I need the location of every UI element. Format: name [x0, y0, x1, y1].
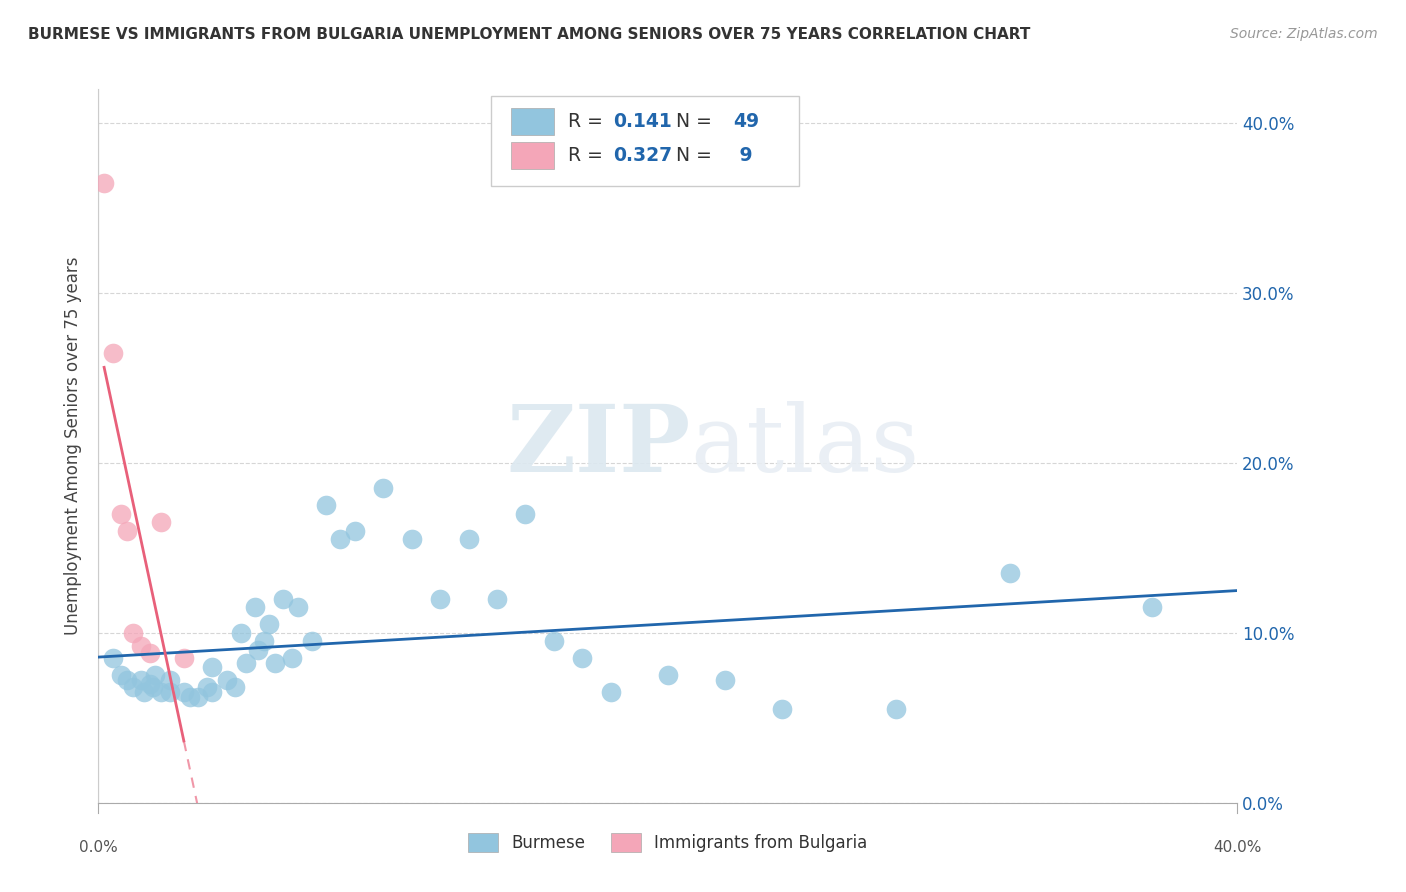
Point	[101, 651, 124, 665]
FancyBboxPatch shape	[491, 96, 799, 186]
Point	[129, 640, 152, 654]
Point	[657, 668, 679, 682]
Point	[150, 516, 173, 530]
Point	[235, 657, 257, 671]
Point	[515, 507, 537, 521]
Point	[343, 524, 366, 538]
Text: atlas: atlas	[690, 401, 920, 491]
Point	[145, 668, 167, 682]
Point	[138, 677, 160, 691]
Point	[429, 591, 451, 606]
Point	[159, 673, 181, 688]
Point	[600, 685, 623, 699]
Point	[138, 646, 160, 660]
Point	[110, 668, 132, 682]
Point	[132, 685, 155, 699]
Point	[115, 673, 138, 688]
Point	[252, 634, 274, 648]
Point	[115, 524, 138, 538]
Text: 0.327: 0.327	[613, 146, 672, 165]
Y-axis label: Unemployment Among Seniors over 75 years: Unemployment Among Seniors over 75 years	[65, 257, 83, 635]
Point	[187, 690, 209, 705]
Point	[110, 507, 132, 521]
Point	[101, 345, 124, 359]
Point	[215, 673, 238, 688]
Legend: Burmese, Immigrants from Bulgaria: Burmese, Immigrants from Bulgaria	[461, 826, 875, 859]
Text: 40.0%: 40.0%	[1213, 840, 1261, 855]
Text: R =: R =	[568, 146, 609, 165]
Point	[571, 651, 593, 665]
Point	[159, 685, 181, 699]
Text: 49: 49	[733, 112, 759, 131]
Point	[315, 499, 337, 513]
Point	[121, 680, 143, 694]
Point	[201, 685, 224, 699]
Point	[770, 702, 793, 716]
Text: BURMESE VS IMMIGRANTS FROM BULGARIA UNEMPLOYMENT AMONG SENIORS OVER 75 YEARS COR: BURMESE VS IMMIGRANTS FROM BULGARIA UNEM…	[28, 27, 1031, 42]
Point	[93, 176, 115, 190]
Point	[373, 482, 395, 496]
Point	[543, 634, 565, 648]
FancyBboxPatch shape	[510, 108, 554, 135]
Point	[281, 651, 304, 665]
Text: R =: R =	[568, 112, 609, 131]
Text: 0.0%: 0.0%	[79, 840, 118, 855]
FancyBboxPatch shape	[510, 142, 554, 169]
Point	[273, 591, 295, 606]
Point	[246, 643, 269, 657]
Point	[243, 600, 266, 615]
Text: 9: 9	[733, 146, 752, 165]
Point	[401, 533, 423, 547]
Point	[201, 660, 224, 674]
Point	[179, 690, 201, 705]
Point	[173, 685, 195, 699]
Point	[287, 600, 309, 615]
Point	[173, 651, 195, 665]
Point	[141, 680, 163, 694]
Text: Source: ZipAtlas.com: Source: ZipAtlas.com	[1230, 27, 1378, 41]
Point	[264, 657, 287, 671]
Text: ZIP: ZIP	[506, 401, 690, 491]
Point	[1140, 600, 1163, 615]
Point	[486, 591, 509, 606]
Point	[129, 673, 152, 688]
Point	[457, 533, 479, 547]
Point	[329, 533, 352, 547]
Text: N =: N =	[665, 146, 718, 165]
Point	[224, 680, 246, 694]
Text: N =: N =	[665, 112, 718, 131]
Point	[259, 617, 281, 632]
Point	[121, 626, 143, 640]
Point	[998, 566, 1021, 581]
Point	[229, 626, 252, 640]
Point	[301, 634, 323, 648]
Point	[714, 673, 737, 688]
Point	[195, 680, 218, 694]
Text: 0.141: 0.141	[613, 112, 672, 131]
Point	[884, 702, 907, 716]
Point	[150, 685, 173, 699]
